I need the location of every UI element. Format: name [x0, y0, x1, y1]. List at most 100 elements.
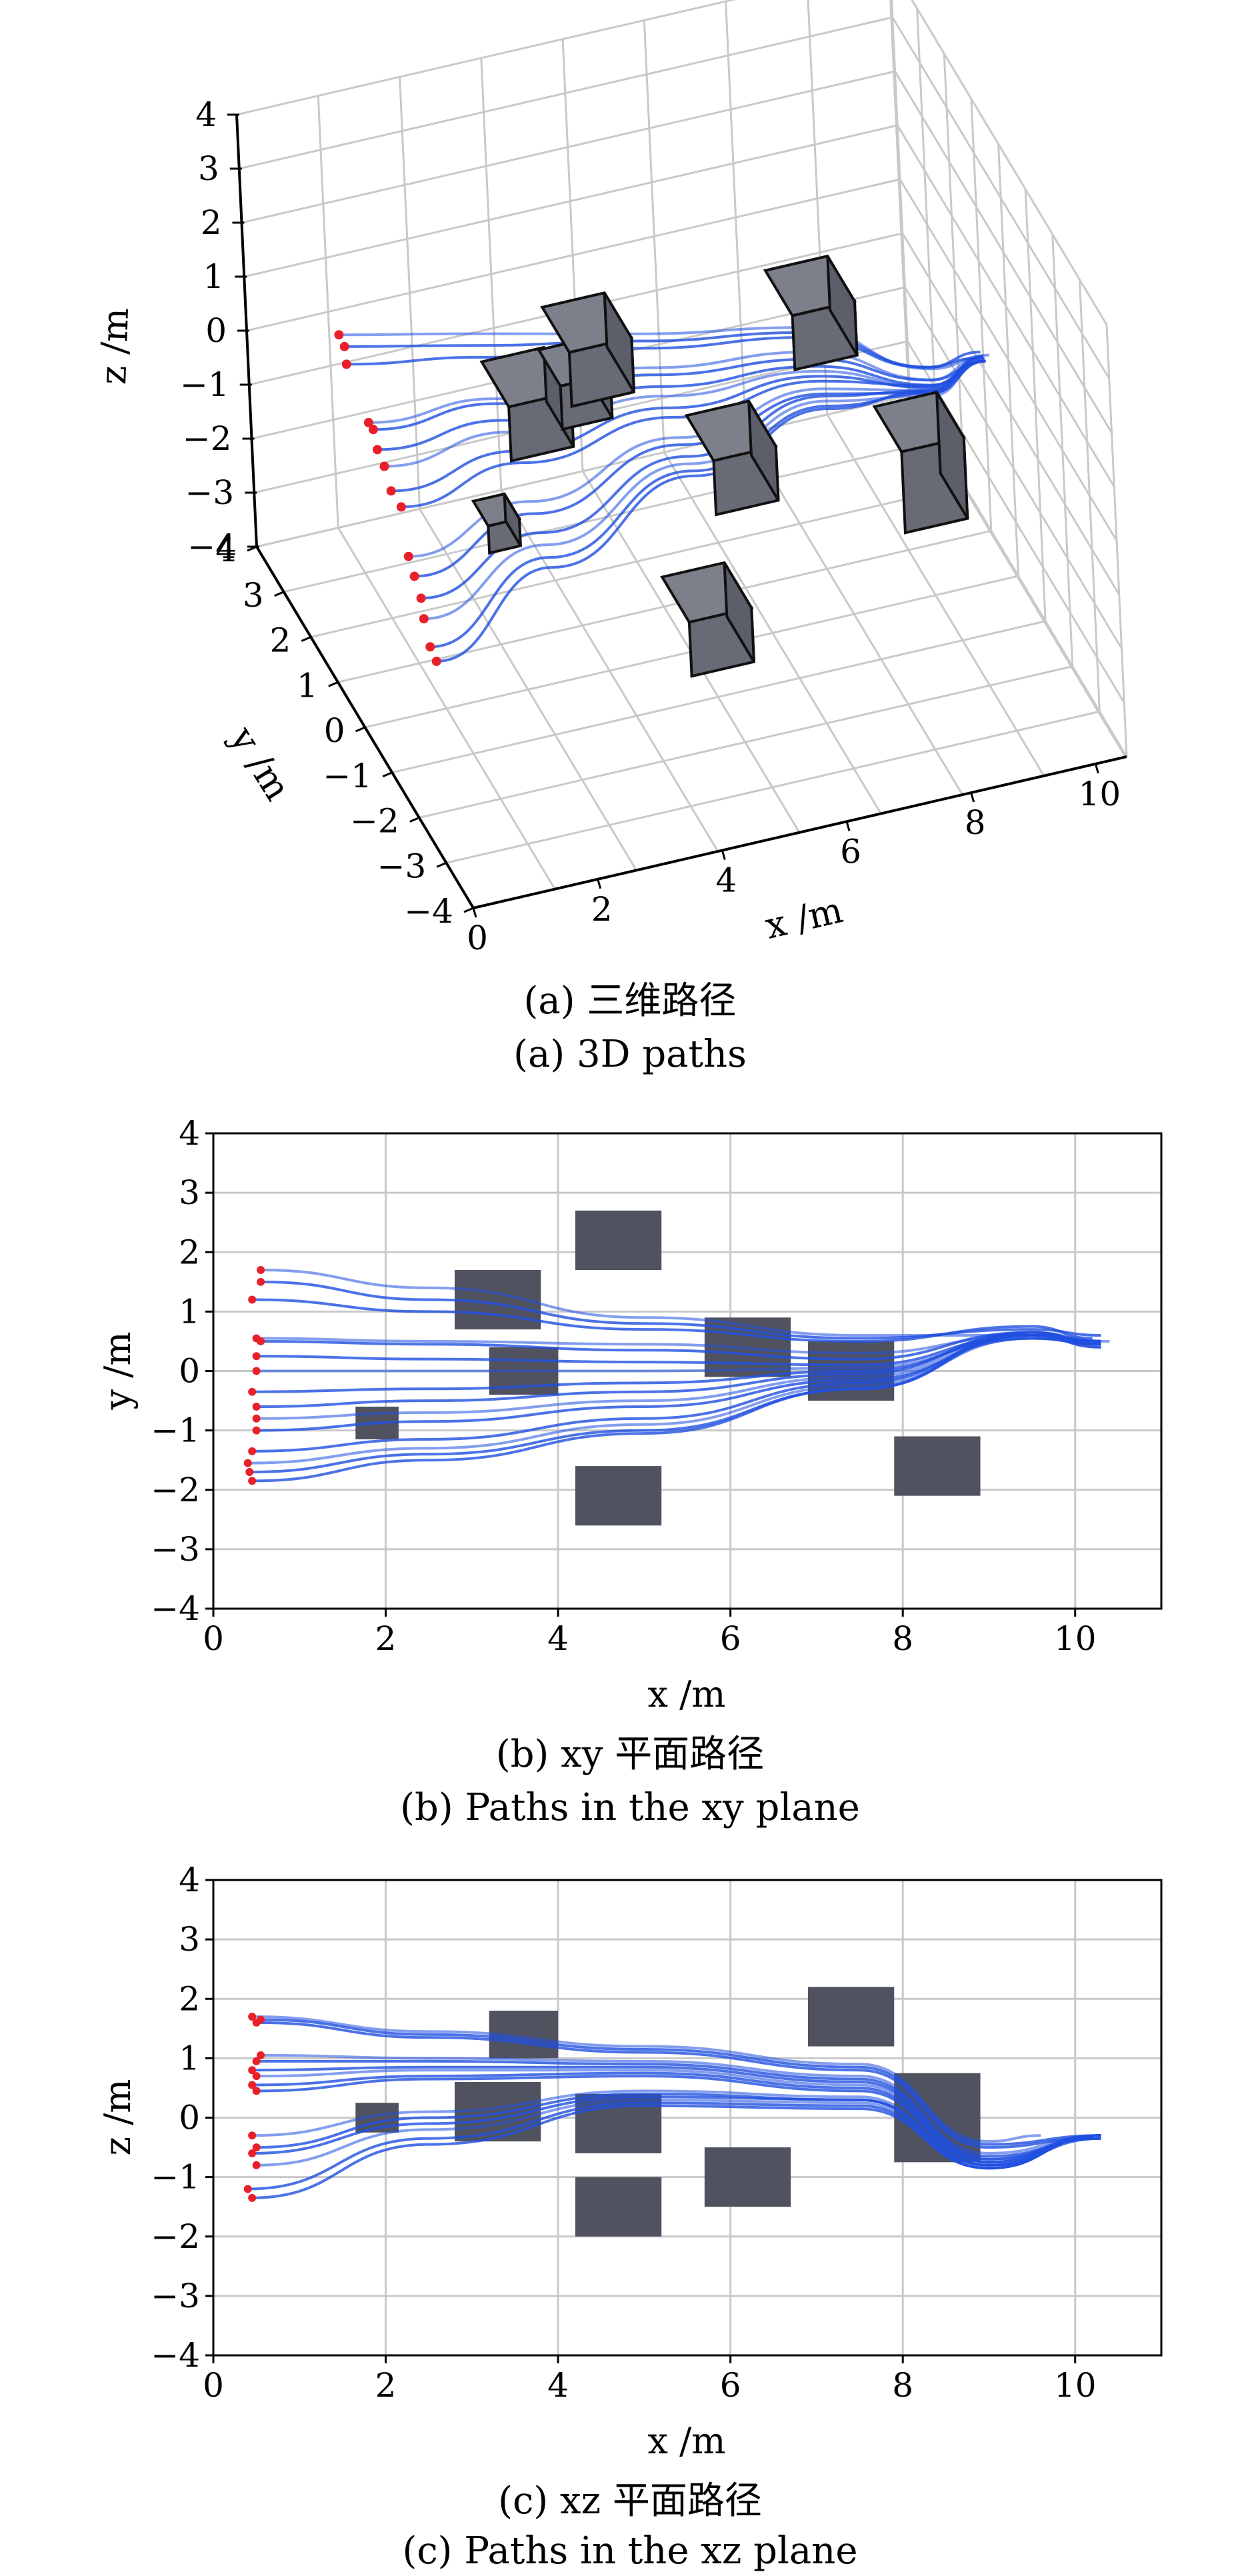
grid-floor-y	[391, 620, 1046, 774]
xz-x-tick-label: 0	[203, 2366, 224, 2405]
y-tick-label: 3	[243, 576, 264, 615]
start-3d-point	[425, 642, 435, 652]
xy-x-tick-label: 0	[203, 1619, 224, 1658]
z-tick-label: 3	[198, 149, 219, 188]
xz-obstacle	[704, 2147, 791, 2207]
xy-y-tick-label: 4	[179, 1114, 200, 1153]
x-axis-line	[473, 755, 1127, 909]
obstacle-side-face	[747, 400, 780, 501]
xz-start-point	[248, 2066, 257, 2075]
start-3d-point	[334, 330, 344, 340]
start-3d-point	[403, 551, 413, 561]
grid-back-vertical	[889, 0, 910, 396]
x-tick-label: 0	[467, 919, 488, 957]
starts-xz	[243, 2012, 265, 2202]
xy-y-tick-label: 0	[179, 1352, 200, 1391]
grid-side-horizontal	[901, 233, 1121, 595]
grid-side-horizontal	[904, 287, 1123, 649]
y-tick-label: 0	[324, 711, 345, 750]
grid-back-horizontal	[241, 70, 895, 224]
xy-path-line	[252, 1298, 1093, 1343]
xy-y-tick-label: 3	[179, 1173, 200, 1212]
y-tick-label: −4	[404, 892, 453, 931]
grid-floor-y	[256, 394, 911, 548]
caption-b-en: (b) Paths in the xy plane	[400, 1786, 860, 1829]
y-tick-label: 1	[297, 666, 318, 705]
xz-start-point	[243, 2185, 252, 2193]
x-tick-label: 6	[840, 832, 861, 871]
grid-back-horizontal	[239, 16, 893, 170]
xy-y-axis-label: y /m	[97, 1331, 139, 1410]
xy-x-tick-label: 4	[547, 1619, 569, 1658]
obstacle-side-face	[603, 292, 636, 393]
xy-start-point	[252, 1426, 261, 1435]
xz-path-line	[256, 2059, 1101, 2158]
caption-c-zh: (c) xz 平面路径	[498, 2479, 762, 2523]
xy-start-point	[252, 1414, 261, 1423]
obstacle-side-face	[935, 391, 969, 519]
xz-y-tick-label: −3	[151, 2277, 200, 2315]
grid-side-horizontal	[891, 17, 1111, 379]
xy-x-tick-label: 2	[375, 1619, 397, 1658]
xy-start-point	[257, 1337, 265, 1345]
xy-obstacle	[894, 1436, 981, 1496]
xy-start-point	[243, 1459, 252, 1467]
xz-path-line	[261, 2053, 1101, 2155]
start-3d-point	[368, 425, 378, 435]
xy-x-axis-label: x /m	[647, 1673, 725, 1715]
z-tick-label: 4	[195, 95, 217, 134]
xy-y-tick-label: −1	[151, 1411, 200, 1450]
xz-path-line	[256, 2075, 1101, 2164]
y-tick-label: 4	[215, 531, 237, 569]
start-3d-point	[341, 359, 351, 369]
ticks-xz: 0 2 4 6 8 10 −4 −3 −2 −1 0 1 2 3 4	[151, 1861, 1096, 2405]
z-tick-label: 1	[203, 257, 224, 296]
grid-side-horizontal	[896, 125, 1115, 487]
x-axis-label: x /m	[761, 889, 847, 947]
xy-start-point	[248, 1477, 257, 1485]
xy-start-point	[248, 1295, 257, 1304]
ticks-xy: 0 2 4 6 8 10 −4 −3 −2 −1 0 1 2 3 4	[151, 1114, 1096, 1658]
z-tick-label: 2	[201, 203, 222, 242]
xz-y-tick-label: 4	[179, 1861, 200, 1899]
xy-start-point	[257, 1277, 265, 1286]
xy-y-tick-label: −2	[151, 1471, 200, 1509]
xz-y-tick-label: 2	[179, 1979, 200, 2018]
x-tick-label: 8	[965, 803, 986, 842]
obstacle-side-face	[723, 561, 755, 663]
x-tick-label: 10	[1079, 775, 1121, 813]
xy-y-tick-label: −3	[151, 1530, 200, 1569]
start-3d-point	[379, 461, 389, 471]
start-3d-point	[373, 445, 383, 455]
xz-y-tick-label: 1	[179, 2039, 200, 2077]
y-tick-mark	[409, 817, 420, 823]
y-axis-label: y /m	[221, 719, 299, 808]
xz-path-line	[252, 2095, 1101, 2167]
start-3d-point	[419, 614, 429, 624]
frame-xy	[212, 1132, 1163, 1610]
panel-xy: 0 2 4 6 8 10 −4 −3 −2 −1 0 1 2 3 4 x /m y /m (b) xy 平面…	[97, 1114, 1163, 1829]
y-tick-mark	[355, 726, 366, 733]
xz-y-tick-label: −1	[151, 2158, 200, 2197]
paths-xz	[247, 2015, 1101, 2199]
xz-x-tick-label: 8	[892, 2366, 913, 2405]
y-tick-mark	[382, 771, 393, 778]
xz-start-point	[252, 2143, 261, 2152]
y-tick-mark	[274, 591, 285, 597]
xz-y-tick-label: 3	[179, 1920, 200, 1959]
xz-x-axis-label: x /m	[647, 2420, 725, 2462]
grid-back-horizontal	[246, 178, 901, 332]
xy-obstacle	[575, 1466, 662, 1526]
xz-y-tick-label: −2	[151, 2217, 200, 2256]
caption-a-zh: (a) 三维路径	[524, 979, 737, 1023]
x-tick-label: 2	[591, 890, 613, 929]
xy-x-tick-label: 6	[720, 1619, 741, 1658]
caption-c-en: (c) Paths in the xz plane	[402, 2529, 857, 2573]
xy-y-tick-label: −4	[151, 1589, 200, 1628]
z-tick-label: −1	[180, 365, 229, 404]
x-tick-mark	[845, 821, 851, 831]
z-tick-label: −2	[183, 419, 232, 458]
xz-path-line	[261, 2018, 1101, 2146]
